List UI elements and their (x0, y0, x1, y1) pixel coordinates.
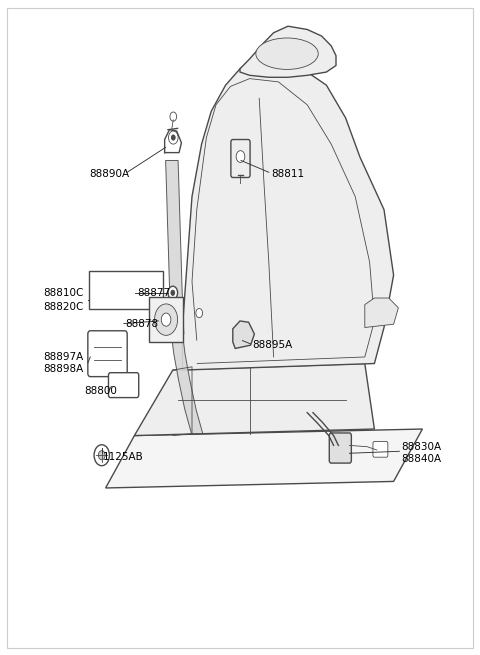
Text: 88890A: 88890A (89, 168, 130, 179)
Circle shape (170, 112, 177, 121)
Circle shape (171, 290, 175, 295)
Text: 88800: 88800 (84, 386, 117, 396)
Circle shape (236, 151, 245, 162)
Bar (89, 271, 163, 309)
FancyBboxPatch shape (373, 441, 388, 457)
Text: 1125AB: 1125AB (103, 452, 144, 462)
Polygon shape (106, 429, 422, 488)
Polygon shape (171, 334, 203, 434)
Ellipse shape (256, 38, 318, 69)
Polygon shape (182, 59, 394, 370)
Bar (149, 297, 183, 342)
Text: 88830A: 88830A (401, 441, 441, 452)
Text: 88897A: 88897A (43, 352, 84, 362)
Text: 88810C: 88810C (43, 288, 84, 299)
Text: 88895A: 88895A (252, 340, 292, 350)
Text: 88820C: 88820C (43, 301, 84, 312)
Text: 88877: 88877 (137, 288, 170, 299)
Polygon shape (166, 160, 184, 334)
Circle shape (98, 451, 105, 460)
Circle shape (155, 304, 178, 335)
Text: 88898A: 88898A (43, 364, 84, 374)
Circle shape (168, 286, 178, 299)
Circle shape (168, 131, 178, 144)
FancyBboxPatch shape (329, 433, 351, 463)
Polygon shape (134, 364, 374, 436)
Text: 88840A: 88840A (401, 453, 441, 464)
Circle shape (171, 135, 175, 140)
Polygon shape (233, 321, 254, 348)
Text: 88878: 88878 (125, 319, 158, 329)
Text: 88811: 88811 (271, 168, 304, 179)
Polygon shape (240, 26, 336, 77)
Circle shape (94, 445, 109, 466)
FancyBboxPatch shape (88, 331, 127, 377)
Polygon shape (365, 298, 398, 328)
Circle shape (161, 313, 171, 326)
FancyBboxPatch shape (231, 140, 250, 178)
FancyBboxPatch shape (108, 373, 139, 398)
Circle shape (196, 309, 203, 318)
